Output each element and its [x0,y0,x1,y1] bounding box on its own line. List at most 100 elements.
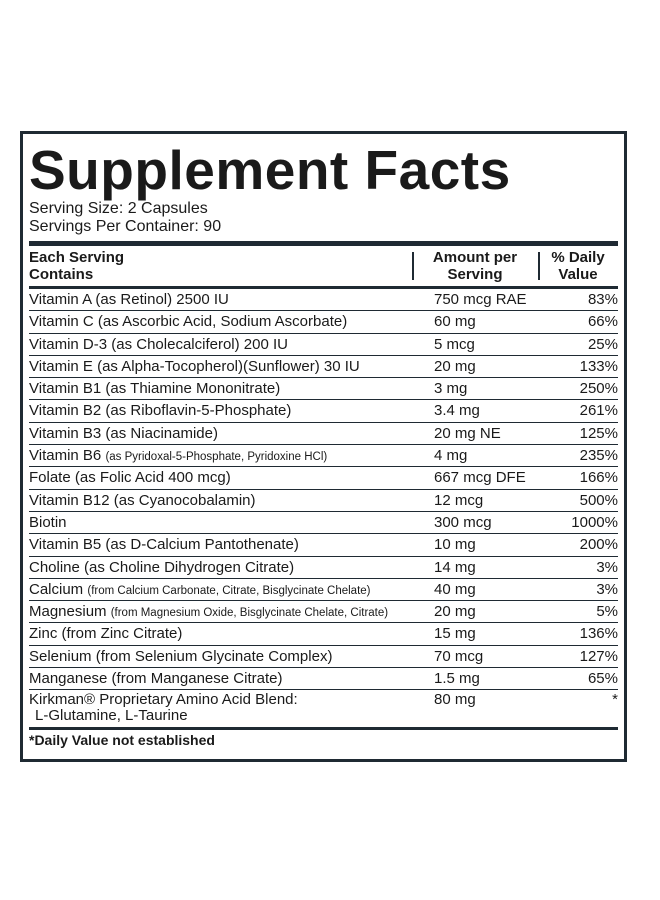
nutrient-daily-value: 235% [579,447,618,465]
nutrient-amount: 4 mg [434,447,468,465]
nutrient-name-text: Choline (as Choline Dihydrogen Citrate) [29,558,295,576]
nutrient-name: Vitamin C (as Ascorbic Acid, Sodium Asco… [29,311,412,332]
nutrient-amount: 20 mg NE [434,424,501,442]
nutrient-name-text: Vitamin E (as Alpha-Tocopherol)(Sunflowe… [29,357,360,375]
nutrient-name: Vitamin B6 (as Pyridoxal-5-Phosphate, Py… [29,445,412,466]
nutrient-rows: Vitamin A (as Retinol) 2500 IU 750 mcg RA… [29,289,618,691]
nutrient-daily-value: 65% [587,670,618,688]
blend-name: Kirkman® Proprietary Amino Acid Blend: L… [29,692,412,727]
nutrient-amount: 70 mcg [434,647,484,665]
nutrient-name: Folate (as Folic Acid 400 mcg) [29,467,412,488]
nutrient-source-detail: (from Magnesium Oxide, Bisglycinate Chel… [110,607,389,620]
header-each-serving-line1: Each Serving [29,249,125,266]
nutrient-daily-value: 500% [579,491,618,509]
nutrient-daily-value: 3% [596,558,618,576]
table-row: Biotin 300 mcg 1000% [29,512,618,535]
table-row: Vitamin B2 (as Riboflavin-5-Phosphate) 3.… [29,400,618,423]
nutrient-daily-value: 1000% [571,513,618,531]
nutrient-amount: 14 mg [434,558,476,576]
nutrient-amount: 40 mg [434,580,476,598]
nutrient-daily-value: 136% [579,625,618,643]
table-row: Vitamin C (as Ascorbic Acid, Sodium Asco… [29,311,618,334]
nutrient-daily-value: 200% [579,536,618,554]
table-row: Vitamin B5 (as D-Calcium Pantothenate) 10… [29,534,618,557]
nutrient-amount: 20 mg [434,357,476,375]
header-daily-value-line1: % Daily [551,249,605,266]
table-row: Vitamin A (as Retinol) 2500 IU 750 mcg RA… [29,289,618,312]
table-header: Each Serving Contains Amount per Serving… [29,246,618,289]
nutrient-amount: 3 mg [434,380,468,398]
table-row: Vitamin B6 (as Pyridoxal-5-Phosphate, Py… [29,445,618,468]
nutrient-name-text: Vitamin B5 (as D-Calcium Pantothenate) [29,536,299,554]
nutrient-name: Biotin [29,512,412,533]
blend-amount: 80 mg [434,691,476,709]
nutrient-name: Vitamin B3 (as Niacinamide) [29,423,412,444]
nutrient-amount: 20 mg [434,603,476,621]
blend-row: Kirkman® Proprietary Amino Acid Blend: L… [29,690,618,731]
nutrient-name-text: Calcium [29,580,88,598]
header-each-serving-line2: Contains [29,266,94,283]
nutrient-amount: 1.5 mg [434,670,480,688]
nutrient-daily-value: 66% [587,313,618,331]
nutrient-name: Vitamin B12 (as Cyanocobalamin) [29,490,412,511]
nutrient-name-text: Folate (as Folic Acid 400 mcg) [29,469,231,487]
nutrient-name: Manganese (from Manganese Citrate) [29,668,412,689]
table-row: Folate (as Folic Acid 400 mcg) 667 mcg DF… [29,467,618,490]
nutrient-source-detail: (from Calcium Carbonate, Citrate, Bisgly… [87,584,371,597]
nutrient-name-text: Selenium (from Selenium Glycinate Comple… [29,647,333,665]
nutrient-name-text: Vitamin C (as Ascorbic Acid, Sodium Asco… [29,313,348,331]
table-row: Vitamin B12 (as Cyanocobalamin) 12 mcg 500… [29,490,618,512]
nutrient-daily-value: 3% [596,580,618,598]
blend-name-line1: Kirkman® Proprietary Amino Acid Blend: [29,692,298,709]
nutrient-name: Vitamin B5 (as D-Calcium Pantothenate) [29,534,412,555]
nutrient-daily-value: 127% [579,647,618,665]
blend-dv: * [612,691,618,709]
nutrient-name: Vitamin B2 (as Riboflavin-5-Phosphate) [29,400,412,421]
panel-title: Supplement Facts [29,139,511,201]
nutrient-name: Vitamin A (as Retinol) 2500 IU [29,289,412,310]
nutrient-source-detail: (as Pyridoxal-5-Phosphate, Pyridoxine HC… [105,451,328,464]
nutrient-name-text: Vitamin B2 (as Riboflavin-5-Phosphate) [29,402,292,420]
nutrient-amount: 10 mg [434,536,476,554]
nutrient-amount: 300 mcg [434,513,492,531]
table-row: Selenium (from Selenium Glycinate Comple… [29,646,618,669]
nutrient-name-text: Vitamin B3 (as Niacinamide) [29,424,218,442]
nutrient-amount: 750 mcg RAE [434,291,527,308]
nutrient-name-text: Vitamin B6 [29,447,106,465]
table-row: Calcium (from Calcium Carbonate, Citrate… [29,579,618,602]
nutrient-name: Zinc (from Zinc Citrate) [29,623,412,644]
nutrient-name: Vitamin D-3 (as Cholecalciferol) 200 IU [29,334,412,355]
nutrient-name: Vitamin E (as Alpha-Tocopherol)(Sunflowe… [29,356,412,377]
table-row: Vitamin E (as Alpha-Tocopherol)(Sunflowe… [29,356,618,379]
table-row: Manganese (from Manganese Citrate) 1.5 mg… [29,668,618,691]
servings-per-container: Servings Per Container: 90 [29,218,222,235]
nutrient-daily-value: 5% [596,603,618,621]
nutrient-name: Vitamin B1 (as Thiamine Mononitrate) [29,378,412,399]
table-row: Vitamin B1 (as Thiamine Mononitrate) 3 mg… [29,378,618,401]
nutrient-daily-value: 83% [587,291,618,308]
nutrient-name-text: Vitamin B1 (as Thiamine Mononitrate) [29,380,281,398]
nutrient-name-text: Zinc (from Zinc Citrate) [29,625,183,643]
nutrient-daily-value: 250% [579,380,618,398]
header-amount: Amount per Serving [412,246,538,286]
nutrient-name: Choline (as Choline Dihydrogen Citrate) [29,557,412,578]
nutrient-amount: 15 mg [434,625,476,643]
nutrient-name-text: Biotin [29,513,67,531]
nutrient-amount: 60 mg [434,313,476,331]
table-row: Magnesium (from Magnesium Oxide, Bisglyc… [29,601,618,624]
thick-divider [29,241,618,246]
nutrient-name: Magnesium (from Magnesium Oxide, Bisglyc… [29,601,412,622]
serving-size: Serving Size: 2 Capsules [29,200,208,217]
nutrient-name-text: Manganese (from Manganese Citrate) [29,670,283,688]
header-amount-line1: Amount per [432,249,518,266]
supplement-facts-panel: Supplement Facts Serving Size: 2 Capsule… [20,131,627,762]
nutrient-name-text: Vitamin D-3 (as Cholecalciferol) 200 IU [29,335,288,353]
nutrient-amount: 5 mcg [434,335,475,353]
nutrient-amount: 667 mcg DFE [434,469,526,487]
footnote: *Daily Value not established [29,732,215,749]
header-daily-value-line2: Value [558,266,598,283]
nutrient-daily-value: 261% [579,402,618,420]
nutrient-name-text: Magnesium [29,603,111,621]
table-row: Vitamin D-3 (as Cholecalciferol) 200 IU 5… [29,334,618,356]
blend-name-line2: L-Glutamine, L-Taurine [35,707,188,725]
